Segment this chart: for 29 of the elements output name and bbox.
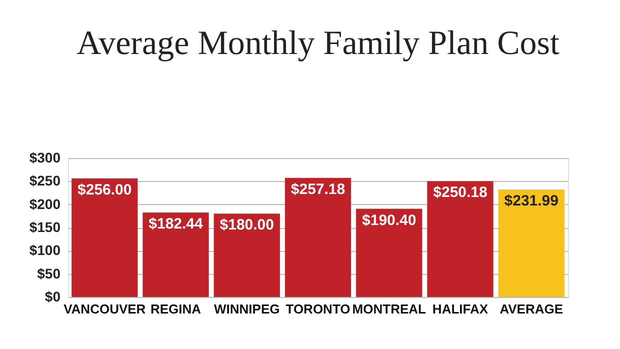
- bar: [142, 212, 209, 297]
- x-tick-label: VANCOUVER: [64, 302, 146, 316]
- y-tick-label: $0: [44, 288, 61, 304]
- y-tick-label: $150: [29, 219, 61, 235]
- data-label: $231.99: [504, 192, 558, 210]
- data-label: $257.18: [290, 180, 346, 198]
- bar: [214, 214, 280, 297]
- y-tick-label: $100: [29, 242, 61, 258]
- bar: [498, 190, 564, 297]
- x-tick-label: WINNIPEG: [214, 302, 280, 316]
- bar: [356, 208, 422, 297]
- bar: [72, 178, 138, 297]
- data-label: $256.00: [78, 181, 132, 198]
- data-label: $182.44: [148, 215, 204, 232]
- x-tick-label: MONTREAL: [352, 302, 426, 316]
- y-tick-label: $250: [29, 172, 61, 189]
- bar: [427, 181, 494, 297]
- data-label: $190.40: [362, 212, 416, 229]
- data-label: $250.18: [433, 184, 488, 202]
- x-tick-label: AVERAGE: [500, 302, 564, 316]
- y-tick-label: $200: [29, 196, 61, 212]
- x-tick-label: TORONTO: [286, 302, 350, 316]
- x-tick-label: HALIFAX: [432, 302, 488, 316]
- y-tick-label: $50: [37, 265, 61, 282]
- y-tick-label: $300: [29, 150, 61, 166]
- data-label: $180.00: [220, 216, 274, 234]
- chart-title: Average Monthly Family Plan Cost: [76, 25, 560, 62]
- x-tick-label: REGINA: [150, 302, 202, 316]
- bar: [284, 178, 352, 297]
